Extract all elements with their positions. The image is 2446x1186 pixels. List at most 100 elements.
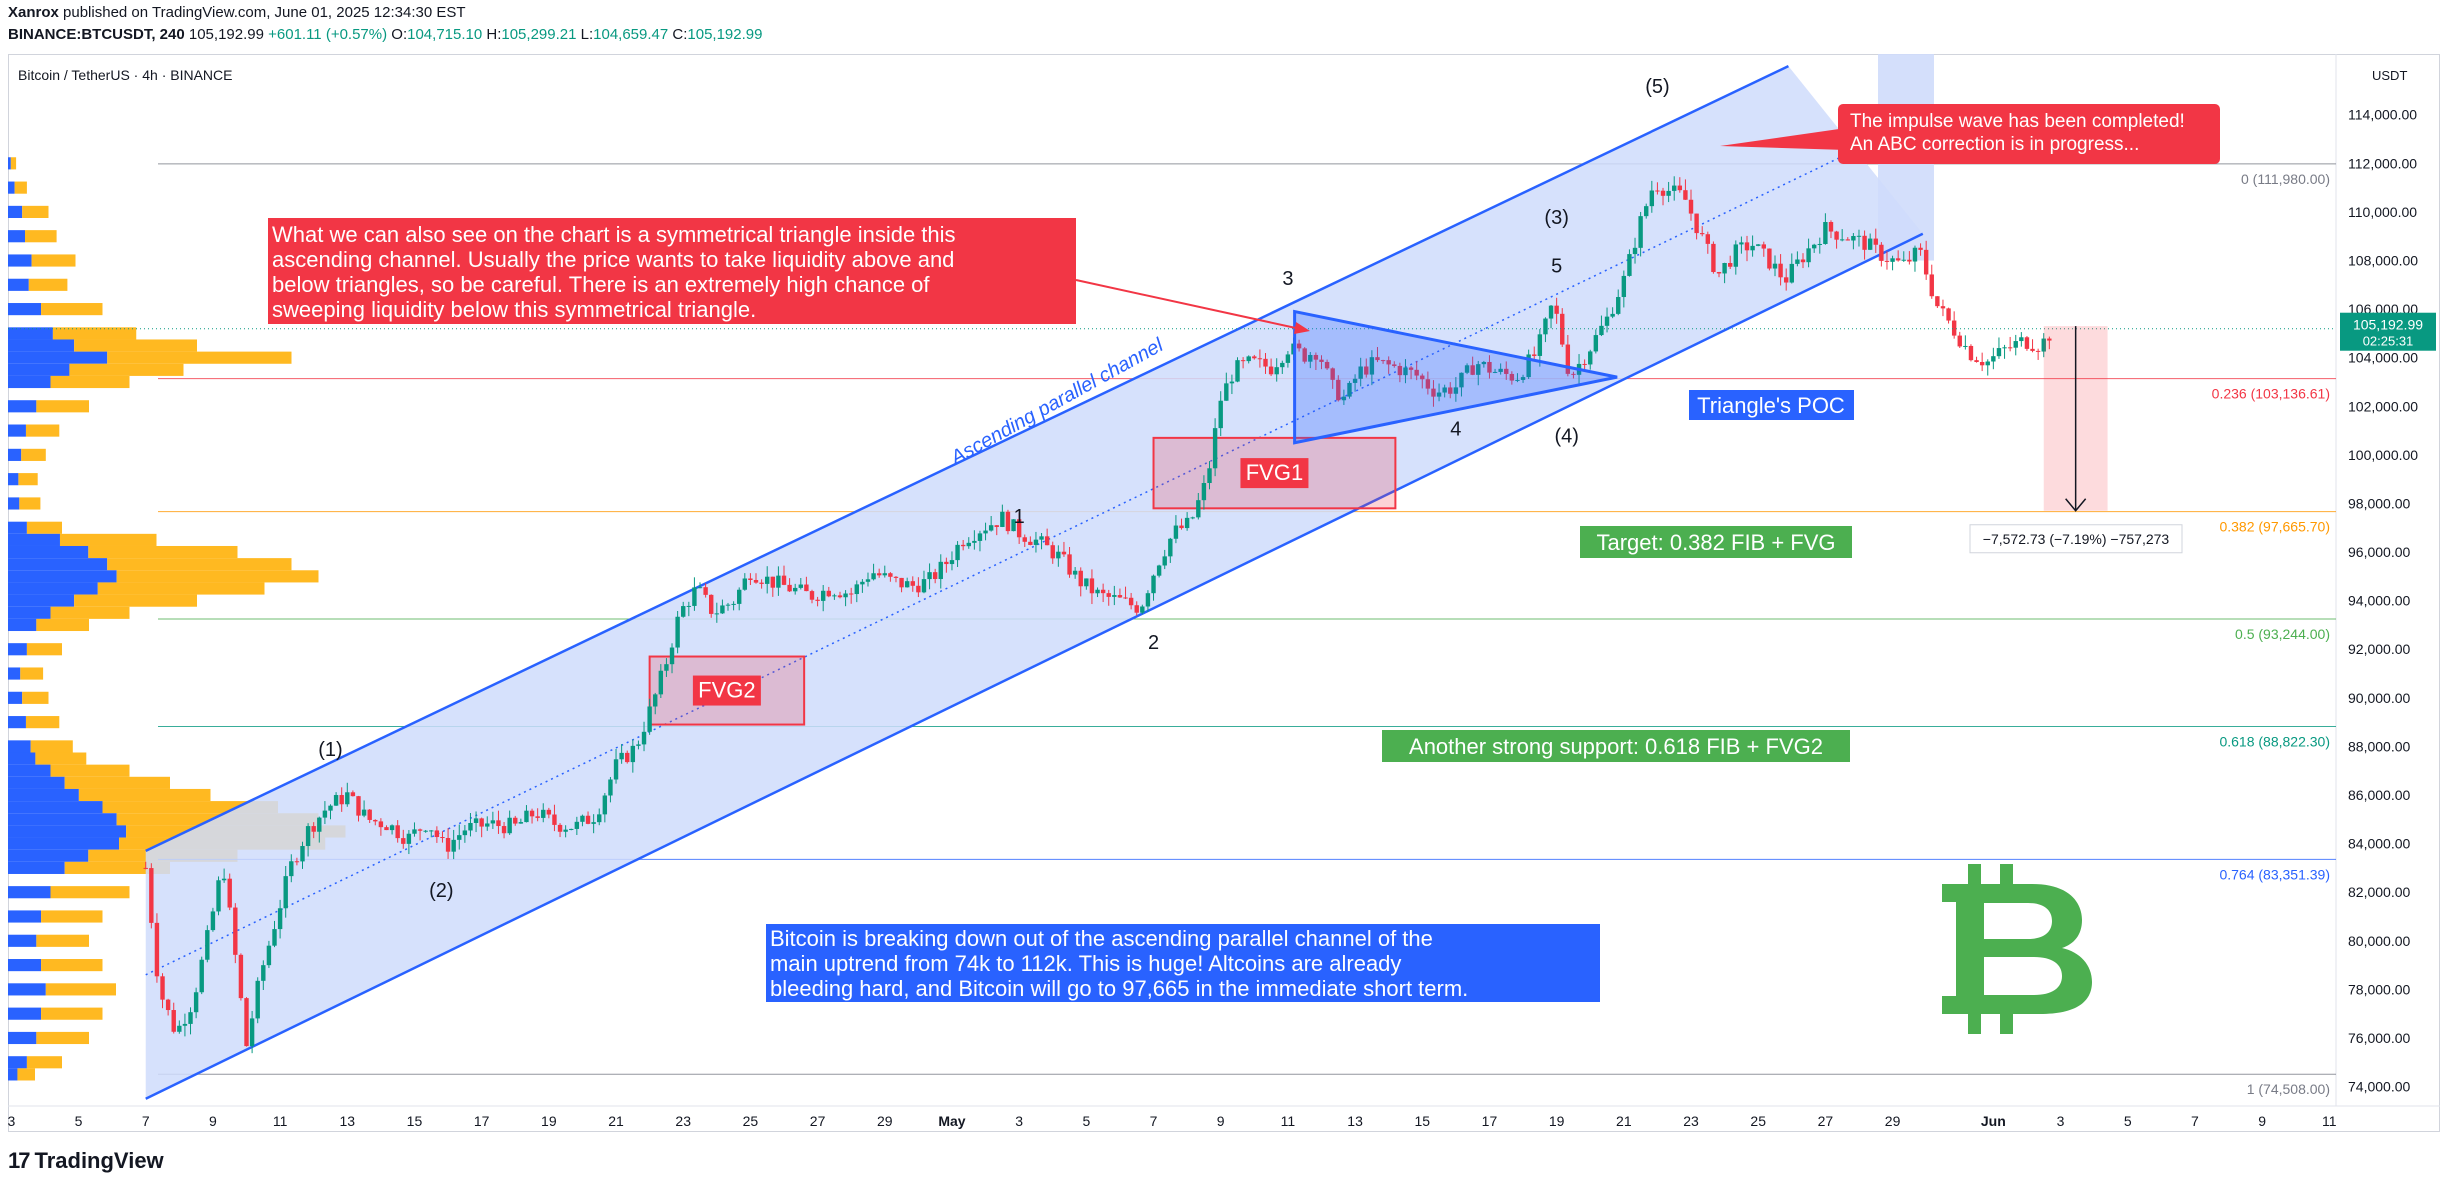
candle-body [1537, 334, 1543, 356]
candle-body [557, 824, 563, 832]
candle-body [1873, 238, 1878, 245]
support-label[interactable]: Another strong support: 0.618 FIB + FVG2 [1382, 730, 1850, 762]
candle-body [776, 575, 781, 588]
candle-body [686, 605, 692, 607]
candle-body [1044, 536, 1050, 546]
candle-body [1649, 190, 1655, 207]
candle-body [1957, 335, 1962, 347]
time-tick-label: 27 [1818, 1113, 1834, 1129]
candle-body [737, 589, 742, 604]
price-axis[interactable]: 74,000.00 76,000.00 78,000.00 80,000.00 82,0… [2348, 107, 2418, 1095]
candle-body [955, 544, 960, 561]
candle-body [154, 922, 160, 977]
measure-label-bg [1969, 524, 2183, 554]
fib-label-0.5: 0.5 (93,244.00) [2235, 626, 2330, 642]
price-tick-label: 96,000.00 [2348, 544, 2410, 560]
candle-body [865, 579, 871, 582]
time-tick-label: 19 [541, 1113, 557, 1129]
volume-profile-sell-bar [107, 351, 292, 364]
candle-body [781, 575, 787, 585]
candle-body [160, 976, 165, 1000]
candle-body [165, 999, 171, 1011]
wave-labels: (1) (2) (3) (4) (5) 1 2 3 4 5 [318, 76, 1669, 902]
candle-body [378, 821, 384, 828]
candle-body [384, 827, 389, 831]
candle-body [182, 1023, 188, 1026]
volume-profile-buy-bar [8, 205, 23, 218]
measure-tool[interactable]: −7,572.73 (−7.19%) −757,273 [1969, 326, 2183, 554]
symbol-info: BINANCE:BTCUSDT, 240 105,192.99 +601.11 … [8, 26, 762, 43]
volume-profile-sell-bar [69, 363, 184, 376]
volume-profile-buy-bar [8, 1007, 42, 1020]
volume-profile-sell-bar [36, 400, 89, 413]
candle-body [1683, 190, 1688, 200]
chart-title: Bitcoin / TetherUS · 4h · BINANCE [18, 67, 232, 83]
time-tick-label: 13 [1347, 1113, 1363, 1129]
volume-profile-buy-bar [8, 230, 26, 243]
candle-body [765, 576, 770, 584]
candle-body [1336, 379, 1341, 401]
impulse-wave-callout[interactable]: The impulse wave has been completed! An … [1720, 104, 2220, 164]
time-tick-label: 27 [810, 1113, 826, 1129]
time-tick-label: 29 [877, 1113, 893, 1129]
symmetrical-triangle[interactable] [1293, 309, 1618, 445]
red-text-line-4: sweeping liquidity below this symmetrica… [272, 297, 756, 322]
candle-body [1128, 597, 1134, 606]
ascending-channel[interactable] [145, 65, 1924, 1100]
wave-label: 1 [1014, 506, 1025, 528]
candle-body [524, 810, 529, 823]
fib-label-0.236: 0.236 (103,136.61) [2212, 386, 2330, 402]
volume-profile-buy-bar [8, 582, 98, 595]
candle-body [770, 576, 776, 588]
candle-body [535, 816, 540, 818]
candle-body [1879, 244, 1884, 261]
candle-body [1722, 263, 1727, 274]
candle-body [1179, 525, 1184, 529]
price-tick-label: 94,000.00 [2348, 593, 2410, 609]
red-callout-arrow [1075, 279, 1306, 331]
red-text-box[interactable]: What we can also see on the chart is a s… [268, 218, 1076, 324]
candle-body [289, 861, 294, 877]
candle-body [328, 805, 333, 811]
candle-body [692, 587, 697, 606]
candle-body [513, 817, 518, 824]
fib-label-0.618: 0.618 (88,822.30) [2219, 733, 2330, 749]
candle-body [1364, 366, 1369, 375]
candle-body [574, 821, 580, 829]
time-axis[interactable]: 3 5 7 9 11 13 15 17 19 21 23 25 27 29 May 3 5 7 9 11 13 15 17 1… [7, 1113, 2336, 1129]
candle-body [1851, 236, 1856, 241]
candle-body [311, 826, 316, 832]
triangle-poc-label[interactable]: Triangle's POC [1689, 390, 1854, 420]
volume-profile-buy-bar [8, 667, 21, 680]
target-label[interactable]: Target: 0.382 FIB + FVG [1580, 526, 1852, 558]
candle-body [294, 861, 300, 863]
volume-profile-buy-bar [8, 351, 108, 364]
candle-body [2019, 337, 2024, 342]
candle-body [949, 560, 955, 565]
open-value: 104,715.10 [407, 26, 483, 43]
candle-body [1201, 483, 1207, 501]
fvg-zones[interactable]: FVG1 FVG2 [648, 436, 1397, 726]
time-tick-label: 5 [2124, 1113, 2132, 1129]
time-tick-label: 17 [474, 1113, 490, 1129]
high-label: H: [486, 26, 502, 43]
candle-body [210, 911, 216, 931]
candle-body [910, 581, 915, 586]
candle-body [1823, 222, 1828, 244]
tradingview-brand[interactable]: 17 TradingView [8, 1148, 164, 1174]
wave-label: (4) [1554, 426, 1578, 448]
candle-body [490, 820, 496, 824]
candle-body [938, 561, 943, 580]
fib-label-0.382: 0.382 (97,665.70) [2219, 519, 2330, 535]
price-tick-label: 102,000.00 [2348, 398, 2418, 414]
candle-body [731, 603, 736, 605]
candle-body [2007, 347, 2013, 349]
candle-body [1380, 360, 1386, 362]
candle-body [406, 833, 412, 844]
blue-text-box[interactable]: Bitcoin is breaking down out of the asce… [766, 924, 1600, 1002]
candle-body [261, 965, 266, 981]
candle-body [742, 578, 748, 590]
fvg2-label: FVG2 [698, 678, 755, 703]
volume-profile-buy-bar [8, 448, 22, 461]
